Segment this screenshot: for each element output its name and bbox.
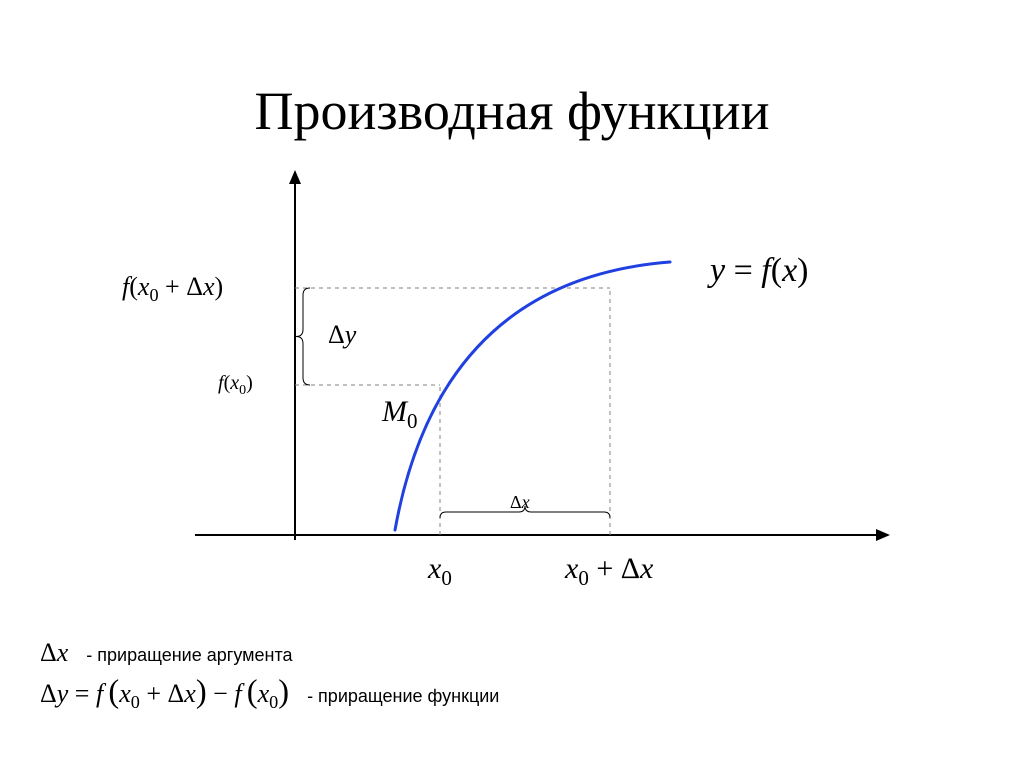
label-f_x0: f(x0) (218, 372, 253, 399)
delta-x-symbol: Δx (40, 638, 68, 668)
label-x0dx_lbl: x0 + Δx (565, 552, 653, 591)
footer-line-1: Δx - приращение аргумента (40, 638, 499, 668)
label-yfx: y = f(x) (710, 252, 808, 290)
page-title: Производная функции (0, 80, 1024, 142)
label-f_x0dx: f(x0 + Δx) (122, 272, 223, 306)
label-dy: Δy (328, 320, 356, 350)
diagram-labels-layer: f(x0 + Δx) f(x0) Δy M0 Δx x0 x0 + Δx y = f(x) (110, 160, 910, 590)
delta-y-caption: - приращение функции (307, 686, 499, 707)
label-dx: Δx (510, 492, 530, 513)
delta-y-equation: Δy = f (x0 + Δx) − f (x0) (40, 674, 289, 713)
delta-x-caption: - приращение аргумента (86, 645, 292, 666)
label-M0: M0 (382, 395, 418, 434)
footer-definitions: Δx - приращение аргумента Δy = f (x0 + Δ… (40, 638, 499, 713)
label-x0_lbl: x0 (428, 552, 452, 591)
footer-line-2: Δy = f (x0 + Δx) − f (x0) - приращение ф… (40, 674, 499, 713)
